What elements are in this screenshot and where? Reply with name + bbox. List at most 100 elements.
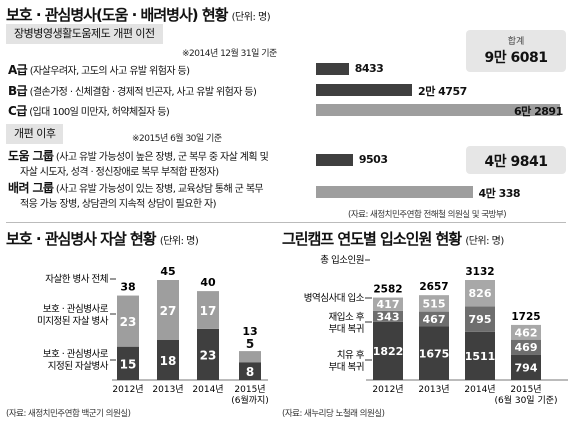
right-chart-title: 그린캠프 연도별 입소인원 현황 (단위: 명): [282, 230, 504, 248]
after-total-value: 4만 9841: [484, 154, 548, 170]
bar-value-label: 2만 4757: [418, 85, 467, 98]
group-name: 도움 그룹: [8, 149, 54, 163]
left-chart: 15 23 38 2012년 18 27 45 2013년 23 17 40 2014년 8 513 201…: [37, 265, 269, 406]
segment-value-label: 5: [246, 337, 254, 351]
right-source: (자료: 새누리당 노철래 의원실): [282, 409, 385, 419]
before-note: ※2014년 12월 31일 기준: [182, 49, 277, 59]
bar-segment: [197, 328, 219, 380]
after-total-box: 4만 9841: [466, 146, 566, 174]
before-total-box: 합계 9만 6081: [466, 30, 566, 72]
group-name: 배려 그룹: [8, 181, 54, 195]
bar-value-label: 8433: [354, 62, 384, 75]
total-label: 2657: [419, 281, 448, 293]
group-desc: (사고 유발 가능성이 있는 장병, 교육상담 통해 군 복무: [53, 184, 264, 195]
bar-value-label: 4만 338: [478, 187, 521, 200]
grade-desc: (자살우려자, 고도의 사고 유발 위험자 등): [27, 66, 190, 77]
bar-segment: [419, 326, 449, 380]
annot-reenter: 재입소 후 부대 복귀: [329, 311, 365, 335]
annot-hospital: 병역심사대 입소: [304, 292, 365, 304]
bar-segment: [373, 297, 403, 311]
segment-value-label: 23: [200, 348, 217, 362]
segment-value-label: 8: [246, 365, 254, 379]
total-label: 1725: [511, 311, 540, 323]
bar-segment: [157, 340, 179, 380]
main-title: 보호 · 관심병사(도움 · 배려병사) 현황 (단위: 명): [6, 6, 271, 24]
segment-value-label: 1822: [373, 345, 404, 358]
left-chart-title: 보호 · 관심병사 자살 현황 (단위: 명): [6, 230, 199, 248]
annot-specified: 보호 · 관심병사로 지정된 자살병사: [43, 349, 109, 372]
segment-value-label: 18: [160, 354, 177, 368]
bar-segment: [157, 280, 179, 340]
total-label: 13: [242, 325, 257, 338]
bar-segment: [197, 291, 219, 329]
annot-total: 자살한 병사 전체: [45, 274, 108, 285]
segment-value-label: 462: [515, 326, 538, 339]
segment-value-label: 826: [469, 287, 492, 300]
total-label: 45: [160, 265, 175, 278]
bar-segment: [511, 339, 541, 355]
annot-total: 총 입소인원: [320, 254, 364, 266]
before-total-value: 9만 6081: [484, 50, 548, 66]
grade-row-label: A급 (자살우려자, 고도의 사고 유발 위험자 등): [8, 61, 190, 78]
x-tick-label: 2012년: [372, 384, 403, 395]
grade-row-label: B급 (결손가정 · 신체결함 · 경제적 빈곤자, 사고 유발 위험자 등): [8, 82, 257, 99]
value-bar: [316, 63, 349, 75]
value-bar: [316, 154, 353, 166]
bar-segment: [465, 331, 495, 380]
segment-value-label: 1511: [465, 350, 496, 363]
x-tick-label: 2012년: [112, 384, 143, 395]
bar-segment: [465, 306, 495, 332]
grade-desc: (결손가정 · 신체결함 · 경제적 빈곤자, 사고 유발 위험자 등): [27, 87, 257, 98]
main-source: (자료: 새정치민주연합 전해철 의원실 및 국방부): [348, 210, 507, 220]
grade-name: A급: [8, 63, 28, 77]
total-label: 40: [200, 276, 216, 289]
bar-segment: [373, 321, 403, 380]
segment-value-label: 794: [515, 361, 538, 374]
group-row-label: 도움 그룹 (사고 유발 가능성이 높은 장병, 군 복무 중 자살 계획 및: [8, 149, 269, 164]
left-source: (자료: 새정치민주연합 백군기 의원실): [6, 409, 131, 419]
bar-segment: [373, 310, 403, 322]
bar-segment: [239, 362, 261, 380]
x-tick-label: 2015년: [234, 384, 265, 395]
annot-unspecified: 보호 · 관심병사로 미지정된 자살 병사: [37, 304, 109, 327]
bar-segment: [511, 324, 541, 340]
bar-segment: [117, 346, 139, 380]
bar-segment: [465, 280, 495, 307]
grade-name: C급: [8, 104, 27, 118]
total-label: 3132: [465, 266, 494, 278]
bar-segment: [419, 295, 449, 312]
bar-value-label: 6만 2891: [514, 105, 563, 118]
bar-segment: [419, 311, 449, 327]
segment-value-label: 469: [515, 341, 538, 354]
value-bar: [316, 104, 560, 116]
segment-value-label: 343: [377, 310, 400, 323]
bar-value-label: 9503: [358, 153, 388, 166]
segment-value-label: 417: [377, 298, 400, 311]
bar-segment: [511, 354, 541, 380]
segment-value-label: 27: [160, 304, 177, 318]
after-pill: 개편 이후: [6, 124, 64, 144]
after-note: ※2015년 6월 30일 기준: [132, 134, 222, 144]
group-desc-line2: 적응 가능 장병, 상담관의 지속적 상담이 필요한 자): [20, 199, 217, 210]
segment-value-label: 17: [200, 304, 217, 318]
value-bar: [316, 84, 413, 96]
group-desc-line2: 자살 시도자, 성격 · 정신장애로 복무 부적합 판정자): [20, 167, 219, 178]
x-tick-label: 2015년: [510, 384, 541, 395]
grade-name: B급: [8, 84, 28, 98]
group-desc: (사고 유발 가능성이 높은 장병, 군 복무 중 자살 계획 및: [53, 152, 269, 163]
bar-segment: [117, 295, 139, 347]
segment-value-label: 515: [423, 297, 446, 310]
x-tick-label: 2013년: [152, 384, 183, 395]
x-tick-label: 2014년: [192, 384, 223, 395]
x-tick-label: 2014년: [464, 384, 495, 395]
grade-desc: (입대 100일 미만자, 허약체질자 등): [26, 107, 170, 118]
segment-value-label: 467: [423, 313, 446, 326]
before-pill: 장병병영생활도움제도 개편 이전: [6, 24, 163, 44]
total-label: 38: [120, 281, 135, 294]
x-tick-note: (6월까지): [231, 394, 269, 406]
x-tick-note: (6월 30일 기준): [494, 394, 557, 406]
segment-value-label: 23: [120, 315, 137, 329]
x-tick-label: 2013년: [418, 384, 449, 395]
